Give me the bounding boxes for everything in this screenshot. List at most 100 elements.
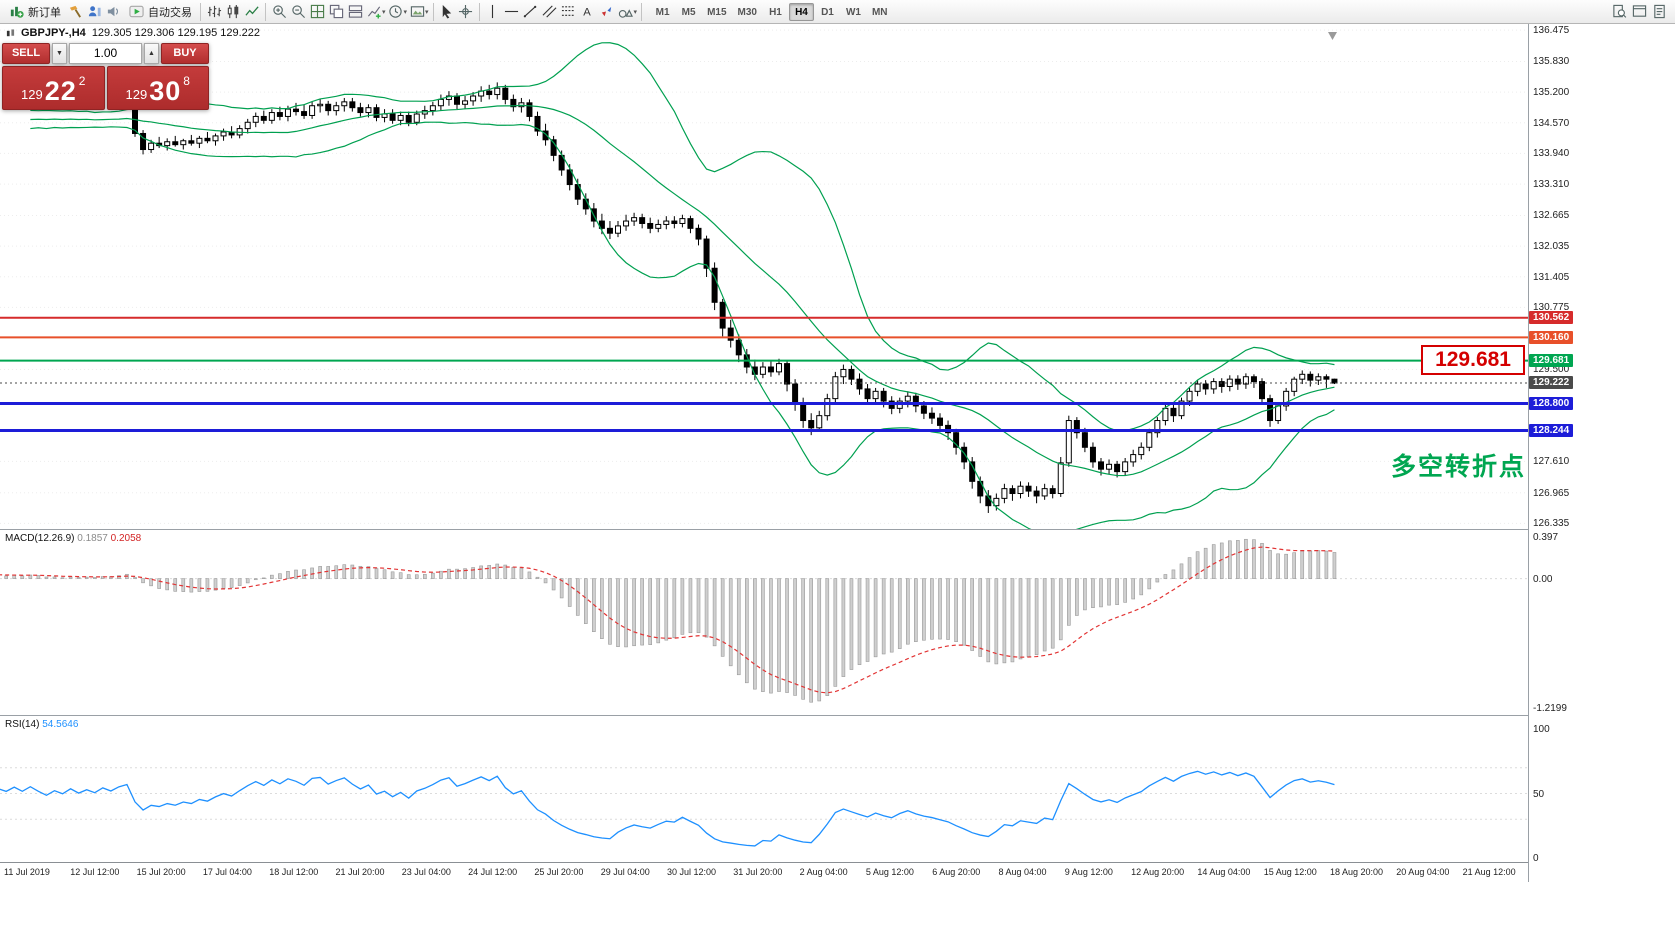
profiles-icon[interactable]	[85, 3, 103, 21]
new-order-label: 新订单	[28, 6, 61, 19]
macd-canvas[interactable]	[0, 530, 1528, 715]
price-tick: 133.310	[1533, 179, 1570, 191]
window-bottom-area	[0, 882, 1675, 948]
price-tag-128.244: 128.244	[1529, 424, 1574, 438]
autotrade-label: 自动交易	[148, 6, 192, 19]
time-label: 20 Aug 04:00	[1396, 867, 1450, 877]
buy-price-button[interactable]: 129 30 8	[106, 66, 209, 110]
symbol-ohlc-values: 129.305 129.306 129.195 129.222	[91, 27, 261, 39]
time-label: 23 Jul 04:00	[401, 867, 451, 877]
macd-label: MACD(12.26.9) 0.1857 0.2058	[5, 533, 142, 544]
toolbar-separator	[641, 2, 643, 21]
time-label: 25 Jul 20:00	[534, 867, 584, 877]
notes-icon[interactable]	[1650, 3, 1668, 21]
toolbar-right-group	[1610, 3, 1672, 21]
timeframe-button-m1[interactable]: M1	[655, 6, 670, 18]
sell-price-main: 22	[44, 76, 77, 106]
toolbar-separator	[265, 2, 266, 21]
timeframe-button-w1[interactable]: W1	[845, 6, 861, 18]
chinese-annotation: 多空转折点	[1390, 453, 1526, 481]
svg-text:A: A	[583, 7, 591, 19]
auto-scroll-icon[interactable]	[327, 3, 345, 21]
tile-windows-icon[interactable]	[308, 3, 326, 21]
time-label: 18 Aug 20:00	[1330, 867, 1384, 877]
time-label: 12 Jul 12:00	[70, 867, 120, 877]
trade-panel-prices: 129 22 2 129 30 8	[2, 66, 209, 110]
text-tool-icon[interactable]: A	[579, 3, 597, 21]
time-axis[interactable]: 11 Jul 2019 12 Jul 12:00 15 Jul 20:00 17 Ju…	[0, 863, 1528, 882]
indicators-dropdown-arrow[interactable]: ▾	[382, 8, 386, 16]
main-chart-canvas[interactable]	[0, 24, 1528, 529]
time-label: 15 Aug 12:00	[1263, 867, 1317, 877]
rsi-axis-tick: 100	[1533, 724, 1550, 735]
volume-input[interactable]: 1.00	[69, 43, 142, 64]
rsi-canvas[interactable]	[0, 716, 1528, 862]
buy-price-pip: 8	[183, 74, 190, 88]
timeframe-button-mn[interactable]: MN	[871, 6, 888, 18]
window-list-icon[interactable]	[1630, 3, 1648, 21]
price-tick: 135.830	[1533, 56, 1570, 68]
trendline-tool-icon[interactable]	[522, 3, 540, 21]
new-order-icon	[7, 3, 25, 21]
price-alert-label: 129.681	[1421, 345, 1525, 375]
search-icon[interactable]	[1610, 3, 1628, 21]
bar-chart-mode-icon[interactable]	[205, 3, 223, 21]
channel-tool-icon[interactable]	[541, 3, 559, 21]
macd-axis-tick: 0.397	[1533, 531, 1559, 543]
symbol-name: GBPJPY-,H4	[21, 27, 86, 39]
time-label: 15 Jul 20:00	[136, 867, 186, 877]
timeframe-button-m5[interactable]: M5	[681, 6, 696, 18]
volume-up-stepper[interactable]: ▲	[144, 43, 159, 64]
trade-panel-top-row: SELL ▼ 1.00 ▲ BUY	[2, 43, 209, 64]
timeframe-button-m30[interactable]: M30	[737, 6, 757, 18]
time-label: 11 Jul 2019	[4, 867, 50, 877]
price-tick: 136.475	[1533, 25, 1570, 37]
price-tick: 135.200	[1533, 87, 1570, 99]
crosshair-tool-icon[interactable]	[457, 3, 475, 21]
timeframe-button-d1[interactable]: D1	[821, 6, 834, 18]
templates-dropdown-arrow[interactable]: ▾	[425, 8, 429, 16]
vertical-line-tool-icon[interactable]	[484, 3, 502, 21]
timeframe-button-m15[interactable]: M15	[707, 6, 727, 18]
time-label: 31 Jul 20:00	[733, 867, 783, 877]
periods-clock-icon[interactable]	[387, 3, 405, 21]
toolbox-icon[interactable]	[66, 3, 84, 21]
price-tag-129.681: 129.681	[1529, 354, 1574, 368]
volume-down-stepper[interactable]: ▼	[52, 43, 67, 64]
rsi-indicator-panel: RSI(14) 54.5646	[0, 716, 1528, 863]
time-label: 14 Aug 04:00	[1197, 867, 1251, 877]
macd-axis-tick: 0.00	[1533, 573, 1553, 585]
price-tick: 126.965	[1533, 487, 1570, 499]
timeframe-button-h1[interactable]: H1	[769, 6, 782, 18]
alerts-icon[interactable]	[104, 3, 122, 21]
periods-dropdown-arrow[interactable]: ▾	[403, 8, 408, 16]
autotrade-button[interactable]: 自动交易	[123, 2, 196, 22]
buy-button[interactable]: BUY	[161, 43, 209, 64]
horizontal-line-tool-icon[interactable]	[503, 3, 521, 21]
line-chart-mode-icon[interactable]	[243, 3, 261, 21]
price-tag-130.562: 130.562	[1529, 311, 1574, 325]
zoom-out-icon[interactable]	[289, 3, 307, 21]
time-label: 18 Jul 12:00	[269, 867, 319, 877]
fibonacci-tool-icon[interactable]	[560, 3, 578, 21]
sell-price-button[interactable]: 129 22 2	[2, 66, 105, 110]
zoom-in-icon[interactable]	[270, 3, 288, 21]
arrows-tool-icon[interactable]	[598, 3, 616, 21]
timeframe-button-h4[interactable]: H4	[788, 2, 814, 21]
shapes-dropdown-arrow[interactable]: ▾	[633, 8, 638, 16]
cursor-tool-icon[interactable]	[438, 3, 456, 21]
shapes-tool-icon[interactable]	[617, 3, 635, 21]
price-axis[interactable]: 136.475 135.830 135.200 134.570 133.940 133.3…	[1528, 24, 1675, 882]
new-order-button[interactable]: 新订单	[3, 2, 65, 22]
main-toolbar: 新订单 自动交易 ▾ ▾ ▾ A ▾ M1 M5 M15 M3	[0, 0, 1675, 24]
time-label: 30 Jul 12:00	[667, 867, 717, 877]
buy-price-prefix: 129	[125, 87, 148, 102]
candlestick-mode-icon[interactable]	[224, 3, 242, 21]
sell-price-prefix: 129	[21, 87, 43, 102]
indicators-icon[interactable]	[365, 3, 383, 21]
timeframe-group: M1 M5 M15 M30 H1 H4 D1 W1 MN	[650, 2, 892, 21]
chart-shift-icon[interactable]	[346, 3, 364, 21]
sell-button[interactable]: SELL	[2, 43, 50, 64]
templates-icon[interactable]	[408, 3, 426, 21]
